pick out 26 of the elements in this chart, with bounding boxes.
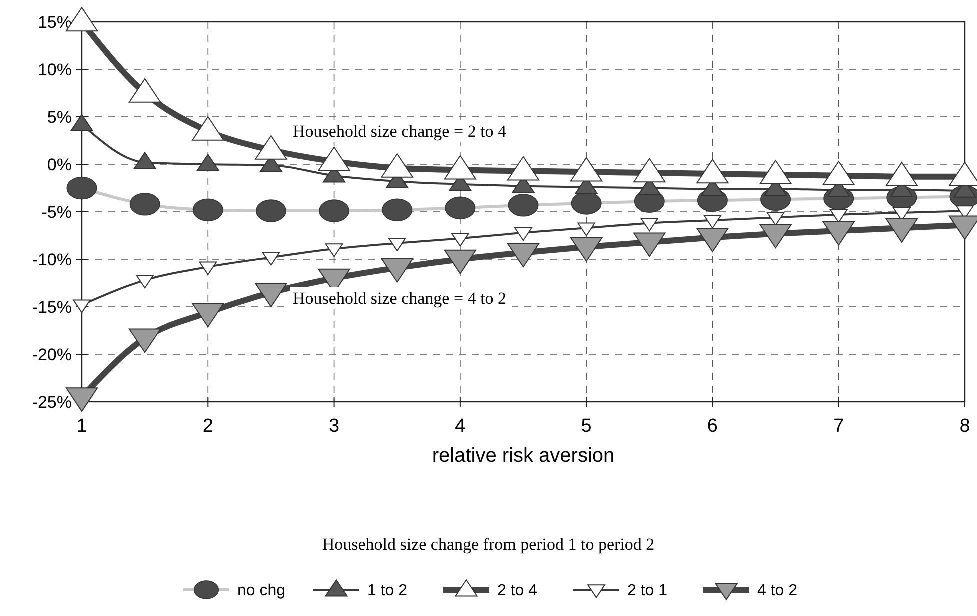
y-tick-label: -20% — [32, 345, 72, 364]
x-axis-title: relative risk aversion — [432, 445, 615, 467]
x-tick-label: 5 — [581, 416, 592, 437]
legend-title: Household size change from period 1 to period 2 — [322, 535, 655, 554]
y-tick-label: -15% — [32, 298, 72, 317]
y-tick-label: -25% — [32, 392, 72, 412]
y-tick-label: 10% — [38, 60, 72, 80]
legend-label: no chg — [238, 582, 286, 600]
x-tick-label: 3 — [328, 416, 340, 437]
legend-label: 4 to 2 — [758, 582, 798, 600]
annotation: Household size change = 4 to 2 — [293, 288, 507, 308]
annotation: Household size change = 2 to 4 — [293, 122, 508, 141]
y-tick-label: 15% — [38, 12, 72, 32]
y-tick-label: -5% — [42, 202, 72, 222]
y-tick-label: -10% — [32, 250, 72, 270]
y-tick-label: 0% — [47, 155, 72, 174]
x-tick-label: 1 — [76, 416, 88, 437]
legend-label: 2 to 4 — [498, 582, 538, 600]
x-tick-label: 7 — [834, 416, 844, 437]
y-tick-label: 5% — [47, 108, 72, 127]
legend-label: 1 to 2 — [368, 582, 408, 600]
x-tick-label: 2 — [202, 416, 214, 437]
legend-label: 2 to 1 — [628, 582, 668, 600]
x-tick-label: 4 — [455, 416, 466, 437]
x-tick-label: 8 — [960, 416, 970, 437]
x-tick-label: 6 — [707, 416, 718, 437]
